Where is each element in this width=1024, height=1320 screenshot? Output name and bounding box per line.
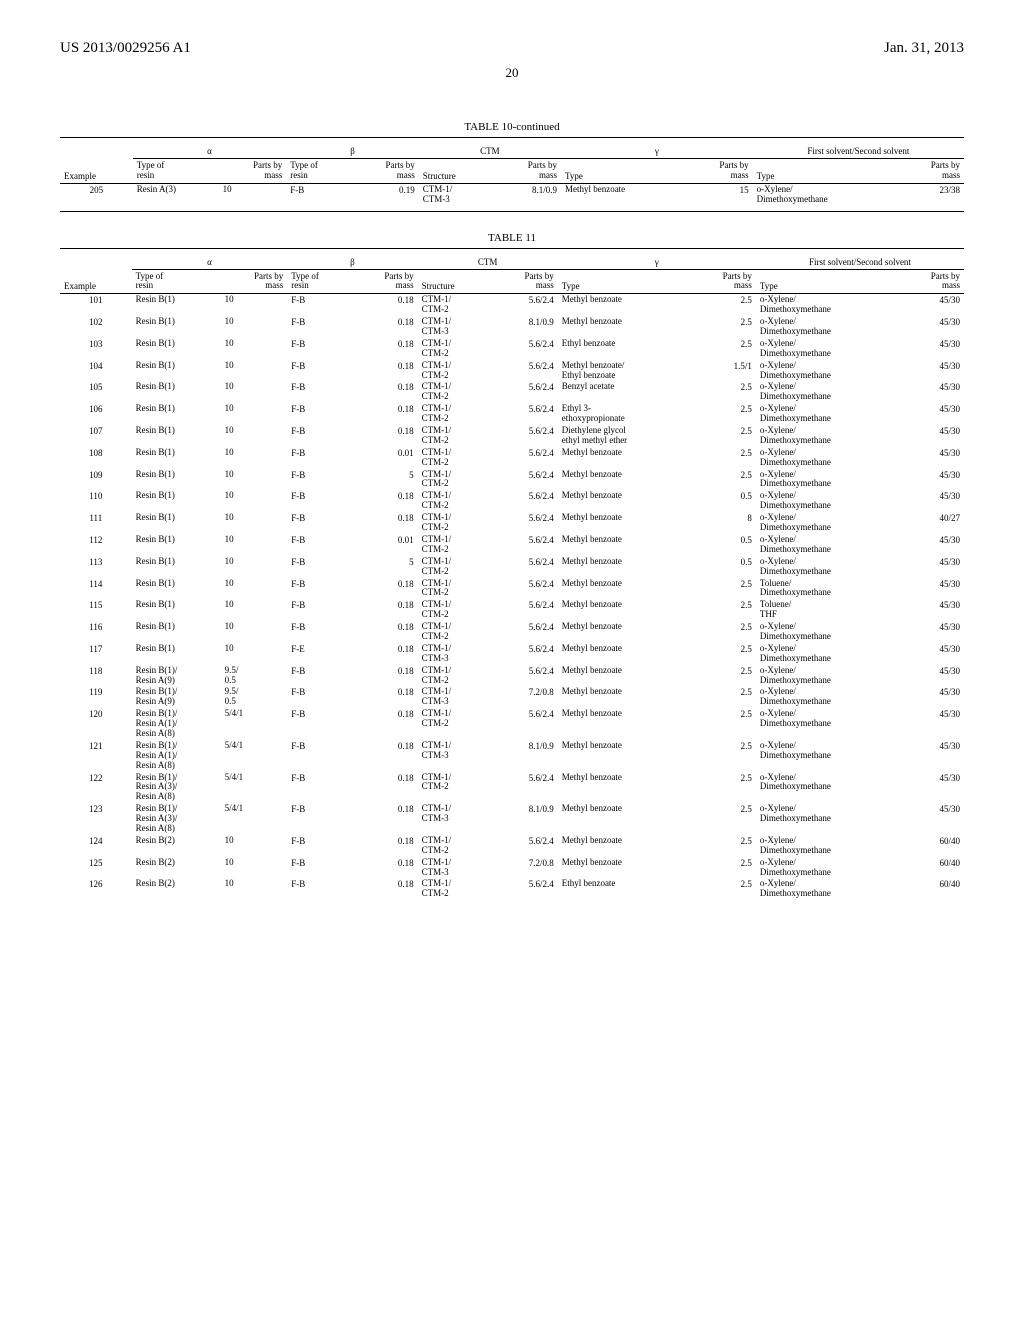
sub-ctm-parts: Parts bymass	[491, 269, 558, 294]
table-row: 109Resin B(1)10F-B5CTM-1/CTM-25.6/2.4Met…	[60, 469, 964, 491]
table-row: 126Resin B(2)10F-B0.18CTM-1/CTM-25.6/2.4…	[60, 878, 964, 900]
table-row: 113Resin B(1)10F-B5CTM-1/CTM-25.6/2.4Met…	[60, 556, 964, 578]
col-group-gamma: γ	[558, 255, 756, 270]
sub-ctm-struct: Structure	[419, 159, 494, 184]
table-row: 106Resin B(1)10F-B0.18CTM-1/CTM-25.6/2.4…	[60, 403, 964, 425]
sub-solvent-type: Type	[756, 269, 897, 294]
col-group-alpha: α	[132, 255, 288, 270]
table10-title: TABLE 10-continued	[60, 121, 964, 133]
sub-solvent-parts: Parts bymass	[896, 159, 964, 184]
table-row: 114Resin B(1)10F-B0.18CTM-1/CTM-25.6/2.4…	[60, 578, 964, 600]
sub-ctm-struct: Structure	[418, 269, 491, 294]
sub-alpha-type: Type ofresin	[133, 159, 219, 184]
table10: α β CTM γ First solvent/Second solvent E…	[60, 137, 964, 212]
table-row: 101Resin B(1)10F-B0.18CTM-1/CTM-25.6/2.4…	[60, 294, 964, 316]
table-row: 111Resin B(1)10F-B0.18CTM-1/CTM-25.6/2.4…	[60, 512, 964, 534]
col-group-beta: β	[287, 255, 417, 270]
sub-alpha-parts: Parts bymass	[221, 269, 288, 294]
table-row: 120Resin B(1)/Resin A(1)/Resin A(8)5/4/1…	[60, 708, 964, 740]
sub-beta-type: Type ofresin	[286, 159, 351, 184]
col-group-ctm: CTM	[419, 144, 561, 159]
sub-example: Example	[60, 159, 133, 184]
table-row: 205Resin A(3)10F-B0.19CTM-1/CTM-38.1/0.9…	[60, 183, 964, 211]
table-row: 118Resin B(1)/Resin A(9)9.5/0.5F-B0.18CT…	[60, 665, 964, 687]
page-header: US 2013/0029256 A1 Jan. 31, 2013	[60, 40, 964, 57]
sub-beta-parts: Parts bymass	[351, 269, 418, 294]
col-group-ctm: CTM	[418, 255, 558, 270]
sub-gamma-type: Type	[561, 159, 685, 184]
page-number: 20	[60, 65, 964, 81]
col-group-solvent: First solvent/Second solvent	[753, 144, 964, 159]
table-row: 125Resin B(2)10F-B0.18CTM-1/CTM-37.2/0.8…	[60, 857, 964, 879]
sub-solvent-parts: Parts bymass	[897, 269, 964, 294]
table-row: 107Resin B(1)10F-B0.18CTM-1/CTM-25.6/2.4…	[60, 425, 964, 447]
col-group-beta: β	[286, 144, 418, 159]
patent-date: Jan. 31, 2013	[884, 40, 964, 57]
table-row: 124Resin B(2)10F-B0.18CTM-1/CTM-25.6/2.4…	[60, 835, 964, 857]
table-row: 123Resin B(1)/Resin A(3)/Resin A(8)5/4/1…	[60, 803, 964, 835]
table-row: 116Resin B(1)10F-B0.18CTM-1/CTM-25.6/2.4…	[60, 621, 964, 643]
col-group-gamma: γ	[561, 144, 753, 159]
sub-gamma-type: Type	[558, 269, 690, 294]
table-row: 104Resin B(1)10F-B0.18CTM-1/CTM-25.6/2.4…	[60, 360, 964, 382]
table-row: 103Resin B(1)10F-B0.18CTM-1/CTM-25.6/2.4…	[60, 338, 964, 360]
table-row: 110Resin B(1)10F-B0.18CTM-1/CTM-25.6/2.4…	[60, 490, 964, 512]
table11-title: TABLE 11	[60, 232, 964, 244]
table-row: 115Resin B(1)10F-B0.18CTM-1/CTM-25.6/2.4…	[60, 599, 964, 621]
sub-gamma-parts: Parts bymass	[685, 159, 753, 184]
col-group-alpha: α	[133, 144, 287, 159]
sub-ctm-parts: Parts bymass	[493, 159, 561, 184]
sub-alpha-type: Type ofresin	[132, 269, 221, 294]
sub-example: Example	[60, 269, 132, 294]
sub-beta-parts: Parts bymass	[351, 159, 419, 184]
table-row: 121Resin B(1)/Resin A(1)/Resin A(8)5/4/1…	[60, 740, 964, 772]
table-row: 112Resin B(1)10F-B0.01CTM-1/CTM-25.6/2.4…	[60, 534, 964, 556]
sub-beta-type: Type ofresin	[287, 269, 351, 294]
sub-solvent-type: Type	[753, 159, 897, 184]
patent-number: US 2013/0029256 A1	[60, 40, 191, 57]
table-row: 119Resin B(1)/Resin A(9)9.5/0.5F-B0.18CT…	[60, 686, 964, 708]
table11: α β CTM γ First solvent/Second solvent E…	[60, 248, 964, 901]
table-row: 122Resin B(1)/Resin A(3)/Resin A(8)5/4/1…	[60, 772, 964, 804]
sub-alpha-parts: Parts bymass	[219, 159, 287, 184]
table-row: 102Resin B(1)10F-B0.18CTM-1/CTM-38.1/0.9…	[60, 316, 964, 338]
table-row: 108Resin B(1)10F-B0.01CTM-1/CTM-25.6/2.4…	[60, 447, 964, 469]
sub-gamma-parts: Parts bymass	[689, 269, 756, 294]
table-row: 105Resin B(1)10F-B0.18CTM-1/CTM-25.6/2.4…	[60, 381, 964, 403]
table-row: 117Resin B(1)10F-E0.18CTM-1/CTM-35.6/2.4…	[60, 643, 964, 665]
col-group-solvent: First solvent/Second solvent	[756, 255, 964, 270]
